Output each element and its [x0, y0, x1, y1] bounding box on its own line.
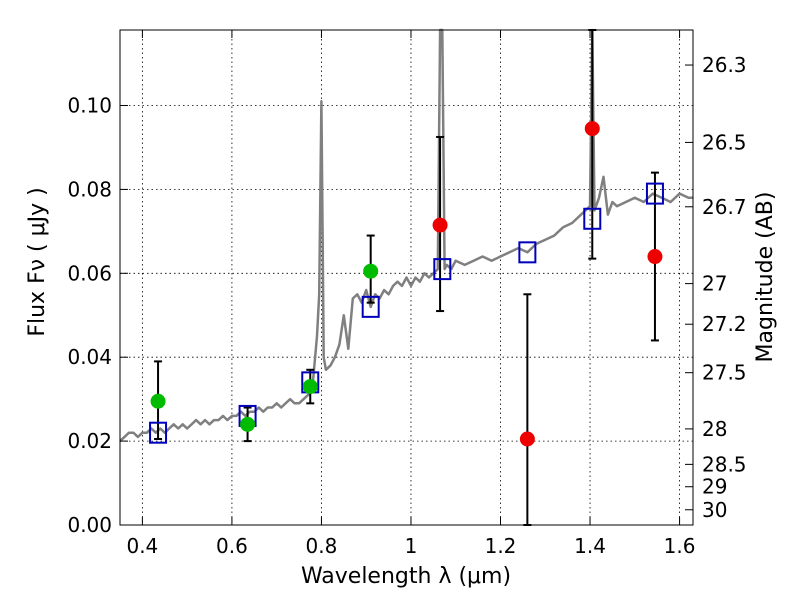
spectrum-line [119, 28, 693, 443]
model-square [518, 241, 537, 264]
x-axis-label: Wavelength λ (μm) [301, 564, 511, 589]
y-tick-label: 0.10 [67, 94, 112, 118]
model-square [583, 207, 602, 230]
mag-tick-label: 26.5 [702, 130, 747, 154]
data-point [584, 121, 600, 137]
mag-tick-label: 27 [702, 272, 727, 296]
y-tick-label: 0.06 [67, 261, 112, 285]
y-axis-label: Flux Fν ( μJy ) [25, 187, 50, 336]
model-squares [149, 182, 664, 444]
axis-ticks [120, 30, 693, 526]
mag-tick-label: 29 [702, 475, 727, 499]
x-tick-label: 1.4 [574, 534, 606, 558]
mag-tick-label: 27.5 [702, 361, 747, 385]
photometry-points [150, 121, 663, 447]
data-point [240, 416, 256, 432]
data-point [150, 393, 166, 409]
x-tick-label: 1.6 [664, 534, 696, 558]
y-tick-label: 0.04 [67, 345, 112, 369]
x-tick-label: 0.4 [126, 534, 158, 558]
y-tick-label: 0.00 [67, 513, 112, 537]
model-square [645, 182, 664, 205]
spectrum-path [119, 28, 693, 443]
y-tick-labels: 0.00 0.02 0.04 0.06 0.08 0.10 [67, 94, 112, 537]
right-axis-label: Magnitude (AB) [753, 192, 778, 363]
x-tick-label: 1 [405, 534, 418, 558]
model-square [433, 258, 452, 281]
data-point [519, 431, 535, 447]
x-tick-labels: 0.4 0.6 0.8 1 1.2 1.4 1.6 [126, 534, 695, 558]
mag-tick-label: 28.5 [702, 452, 747, 476]
data-point [432, 217, 448, 233]
x-tick-label: 0.8 [306, 534, 338, 558]
mag-tick-label: 28 [702, 417, 727, 441]
model-square [361, 295, 380, 318]
y-tick-label: 0.08 [67, 177, 112, 201]
data-point [363, 263, 379, 279]
data-point [647, 249, 663, 265]
x-tick-label: 1.2 [485, 534, 517, 558]
mag-tick-label: 27.2 [702, 312, 747, 336]
grid [120, 30, 693, 525]
mag-tick-label: 26.3 [702, 53, 747, 77]
x-tick-label: 0.6 [216, 534, 248, 558]
plot-frame [119, 29, 694, 526]
mag-tick-label: 26.7 [702, 195, 747, 219]
model-square [149, 421, 168, 444]
data-point [302, 379, 318, 395]
y-tick-label: 0.02 [67, 429, 112, 453]
mag-tick-label: 30 [702, 498, 727, 522]
